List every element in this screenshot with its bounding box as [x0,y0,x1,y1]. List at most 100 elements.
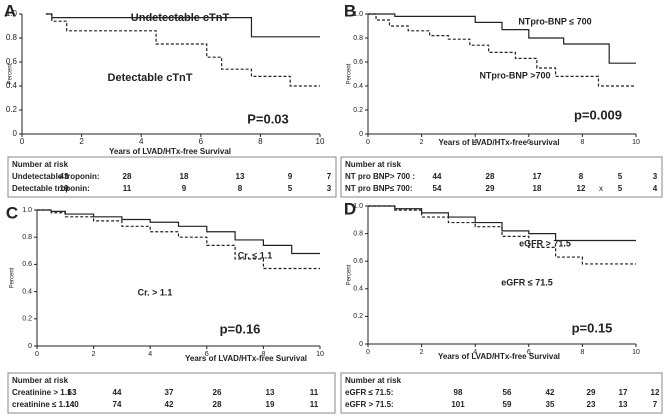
risk-table-header: Number at risk [12,376,69,385]
y-axis-label: Percent [10,267,16,288]
x-tick-label: 8 [580,349,584,356]
risk-count: 28 [213,400,222,409]
p-value: P=0.03 [247,111,289,126]
x-axis-label: Years of LVAD/HTx-free survival [438,138,559,147]
survival-curve [368,13,636,87]
x-tick-label: 0 [20,137,25,146]
risk-table-box [340,156,663,198]
y-tick-label: 0 [359,131,363,138]
risk-count: 42 [165,400,174,409]
risk-row-label: eGFR ≤ 71.5: [345,388,393,397]
risk-count: 29 [587,388,596,397]
x-tick-label: 2 [79,137,84,146]
risk-count: 8 [238,184,243,193]
risk-count: 35 [546,400,555,409]
risk-count: 28 [486,172,495,181]
risk-row-label: Undetectable troponin: [12,172,100,181]
panel-letter: C [6,203,18,222]
y-tick-label: 0.2 [22,316,32,323]
p-value: p=0.15 [572,320,613,335]
risk-table-header: Number at risk [345,160,402,169]
risk-count: 5 [288,184,293,193]
y-tick-label: 0.4 [353,286,363,293]
x-tick-label: 8 [261,351,265,358]
x-tick-label: 0 [366,349,370,356]
x-tick-label: 10 [316,137,325,146]
risk-count: 44 [433,172,442,181]
risk-count: 56 [503,388,512,397]
y-tick-label: 0.8 [6,33,18,42]
risk-count: 3 [653,172,658,181]
risk-count: 7 [327,172,332,181]
curve-label: Detectable cTnT [108,72,193,84]
y-tick-label: 0.6 [353,59,363,66]
panel: A 0 0.2 0.4 0.6 0.8 1.0 0 2 4 6 8 10 Percent Years of … [4,1,337,198]
x-tick-label: 2 [92,351,96,358]
panel-letter: B [344,1,356,20]
y-tick-label: 0 [13,129,18,138]
survival-curve [37,209,320,270]
x-tick-label: 4 [473,349,477,356]
y-tick-label: 0.8 [353,35,363,42]
risk-count: 5 [618,172,623,181]
risk-table-header: Number at risk [345,376,402,385]
x-tick-label: 6 [527,139,531,146]
survival-curve [45,13,320,38]
survival-curve [368,13,636,64]
y-tick-label: 0.2 [353,107,363,114]
y-axis-label: Percent [347,63,353,84]
risk-count: 4 [653,184,658,193]
x-tick-label: 6 [527,349,531,356]
risk-count: 8 [579,172,584,181]
risk-count: 101 [451,400,465,409]
risk-count: 98 [454,388,463,397]
survival-curve [45,13,320,87]
risk-count: 19 [60,184,69,193]
x-axis-label: Years of LVAD/HTx-free Survival [109,147,231,156]
x-axis-label: Years of LVAD/HTx-free Survival [438,352,560,361]
risk-count: 11 [123,184,132,193]
risk-count: 13 [236,172,245,181]
risk-count: 9 [288,172,293,181]
curve-label: eGFR ≤ 71.5 [501,277,552,287]
x-tick-label: 2 [420,349,424,356]
curve-label: Cr. ≤ 1.1 [238,250,272,260]
risk-count: 13 [619,400,628,409]
risk-count: 28 [123,172,132,181]
risk-count: 54 [433,184,442,193]
risk-table-box [7,372,336,414]
y-tick-label: 0.4 [22,288,32,295]
x-tick-label: 8 [258,137,263,146]
y-tick-label: 0.4 [353,83,363,90]
panel-letter: D [344,199,356,218]
risk-count: 43 [60,172,69,181]
curve-label: Cr. > 1.1 [138,287,173,297]
x-tick-label: 8 [580,139,584,146]
risk-count: 23 [587,400,596,409]
panel: C 0 0.2 0.4 0.6 0.8 1.0 0 2 4 6 8 10 Percent Years of … [6,203,336,414]
x-tick-label: 10 [316,351,324,358]
risk-count: 12 [577,184,586,193]
risk-count: 13 [266,388,275,397]
p-value: p=0.16 [220,321,261,336]
y-tick-label: 0.8 [22,234,32,241]
x-tick-label: 0 [366,139,370,146]
survival-curve [37,209,320,255]
risk-count: 140 [65,400,79,409]
risk-count: 44 [113,388,122,397]
y-tick-label: 0.6 [22,261,32,268]
x-tick-label: 10 [632,139,640,146]
y-tick-label: 1.0 [6,9,18,18]
panel: B 0 0.2 0.4 0.6 0.8 1.0 0 2 4 6 8 10 Percent Years of … [340,1,663,198]
risk-count: 5 [618,184,623,193]
x-axis-label: Years of LVAD/HTx-free Survival [185,354,307,363]
y-tick-label: 0.4 [6,81,18,90]
y-axis-label: Percent [8,63,14,84]
y-tick-label: 1.0 [353,11,363,18]
risk-count: 3 [327,184,332,193]
risk-count: 17 [619,388,628,397]
risk-count: 63 [68,388,77,397]
risk-row-label: Creatinine > 1.1 : [12,388,76,397]
risk-mark: x [599,184,603,193]
